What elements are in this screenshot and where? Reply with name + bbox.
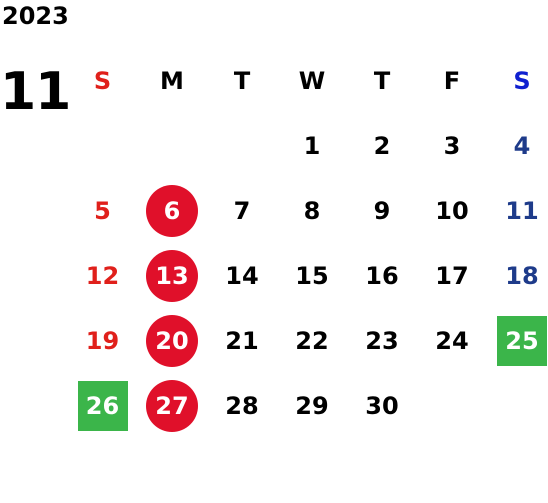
day-number: 28: [225, 391, 259, 420]
day-cell: 21: [207, 308, 277, 373]
day-cell: 16: [347, 243, 417, 308]
day-number: 27: [146, 379, 198, 432]
day-number: [427, 381, 477, 431]
day-cell: 27: [137, 373, 207, 438]
day-number: 23: [365, 326, 399, 355]
day-number: 6: [146, 184, 198, 237]
empty-day-cell: [487, 373, 548, 438]
day-cell: 25: [487, 308, 548, 373]
day-cell: 10: [417, 178, 487, 243]
day-cell: 26: [68, 373, 137, 438]
day-number: 22: [295, 326, 329, 355]
day-number: [217, 121, 267, 171]
day-number: 21: [225, 326, 259, 355]
day-cell: 24: [417, 308, 487, 373]
day-number: [78, 121, 128, 171]
day-number: 30: [365, 391, 399, 420]
calendar-year: 2023: [2, 2, 69, 30]
day-number: 3: [443, 131, 461, 160]
calendar-month: 11: [0, 62, 71, 122]
day-number: 13: [146, 249, 198, 302]
day-number: 15: [295, 261, 329, 290]
day-number: 10: [435, 196, 469, 225]
day-number: 20: [146, 314, 198, 367]
weekday-header-monday: M: [160, 66, 184, 95]
empty-day-cell: [417, 373, 487, 438]
day-cell: 20: [137, 308, 207, 373]
day-cell: 23: [347, 308, 417, 373]
day-cell: 8: [277, 178, 347, 243]
day-number: 4: [513, 131, 531, 160]
weekday-header-thursday: T: [373, 66, 391, 95]
day-number: 17: [435, 261, 469, 290]
day-cell: 4: [487, 113, 548, 178]
weekday-header-friday: F: [443, 66, 461, 95]
day-cell: 5: [68, 178, 137, 243]
weekday-header-saturday: S: [513, 66, 531, 95]
day-cell: 30: [347, 373, 417, 438]
day-cell: 15: [277, 243, 347, 308]
empty-day-cell: [68, 113, 137, 178]
day-cell: 3: [417, 113, 487, 178]
day-cell: 2: [347, 113, 417, 178]
day-number: 11: [505, 196, 539, 225]
day-cell: 6: [137, 178, 207, 243]
day-number: 1: [303, 131, 321, 160]
day-number: [497, 381, 547, 431]
day-number: [147, 121, 197, 171]
weekday-header-wednesday: W: [298, 66, 326, 95]
day-cell: 11: [487, 178, 548, 243]
day-number: 18: [505, 261, 539, 290]
day-cell: 29: [277, 373, 347, 438]
day-number: 14: [225, 261, 259, 290]
weekday-header-tuesday: T: [233, 66, 251, 95]
day-number: 7: [233, 196, 251, 225]
day-cell: 14: [207, 243, 277, 308]
empty-day-cell: [207, 113, 277, 178]
day-cell: 18: [487, 243, 548, 308]
day-cell: 9: [347, 178, 417, 243]
day-cell: 17: [417, 243, 487, 308]
day-cell: 1: [277, 113, 347, 178]
day-number: 26: [77, 380, 128, 431]
day-number: 29: [295, 391, 329, 420]
day-number: 12: [85, 261, 120, 290]
day-cell: 12: [68, 243, 137, 308]
day-cell: 13: [137, 243, 207, 308]
day-cell: 19: [68, 308, 137, 373]
day-number: 19: [85, 326, 120, 355]
empty-day-cell: [137, 113, 207, 178]
weekday-header-sunday: S: [93, 66, 112, 95]
day-number: 5: [94, 196, 111, 225]
day-cell: 7: [207, 178, 277, 243]
day-number: 2: [373, 131, 391, 160]
day-number: 16: [365, 261, 399, 290]
day-number: 8: [303, 196, 321, 225]
day-number: 24: [435, 326, 469, 355]
calendar-grid: S M T W T F S 1 2 3 4 5 6 7 8 9 10 11 12 13 14 15 16 17 1…: [68, 48, 548, 438]
day-cell: 22: [277, 308, 347, 373]
day-number: 25: [497, 315, 547, 366]
day-number: 9: [373, 196, 391, 225]
day-cell: 28: [207, 373, 277, 438]
